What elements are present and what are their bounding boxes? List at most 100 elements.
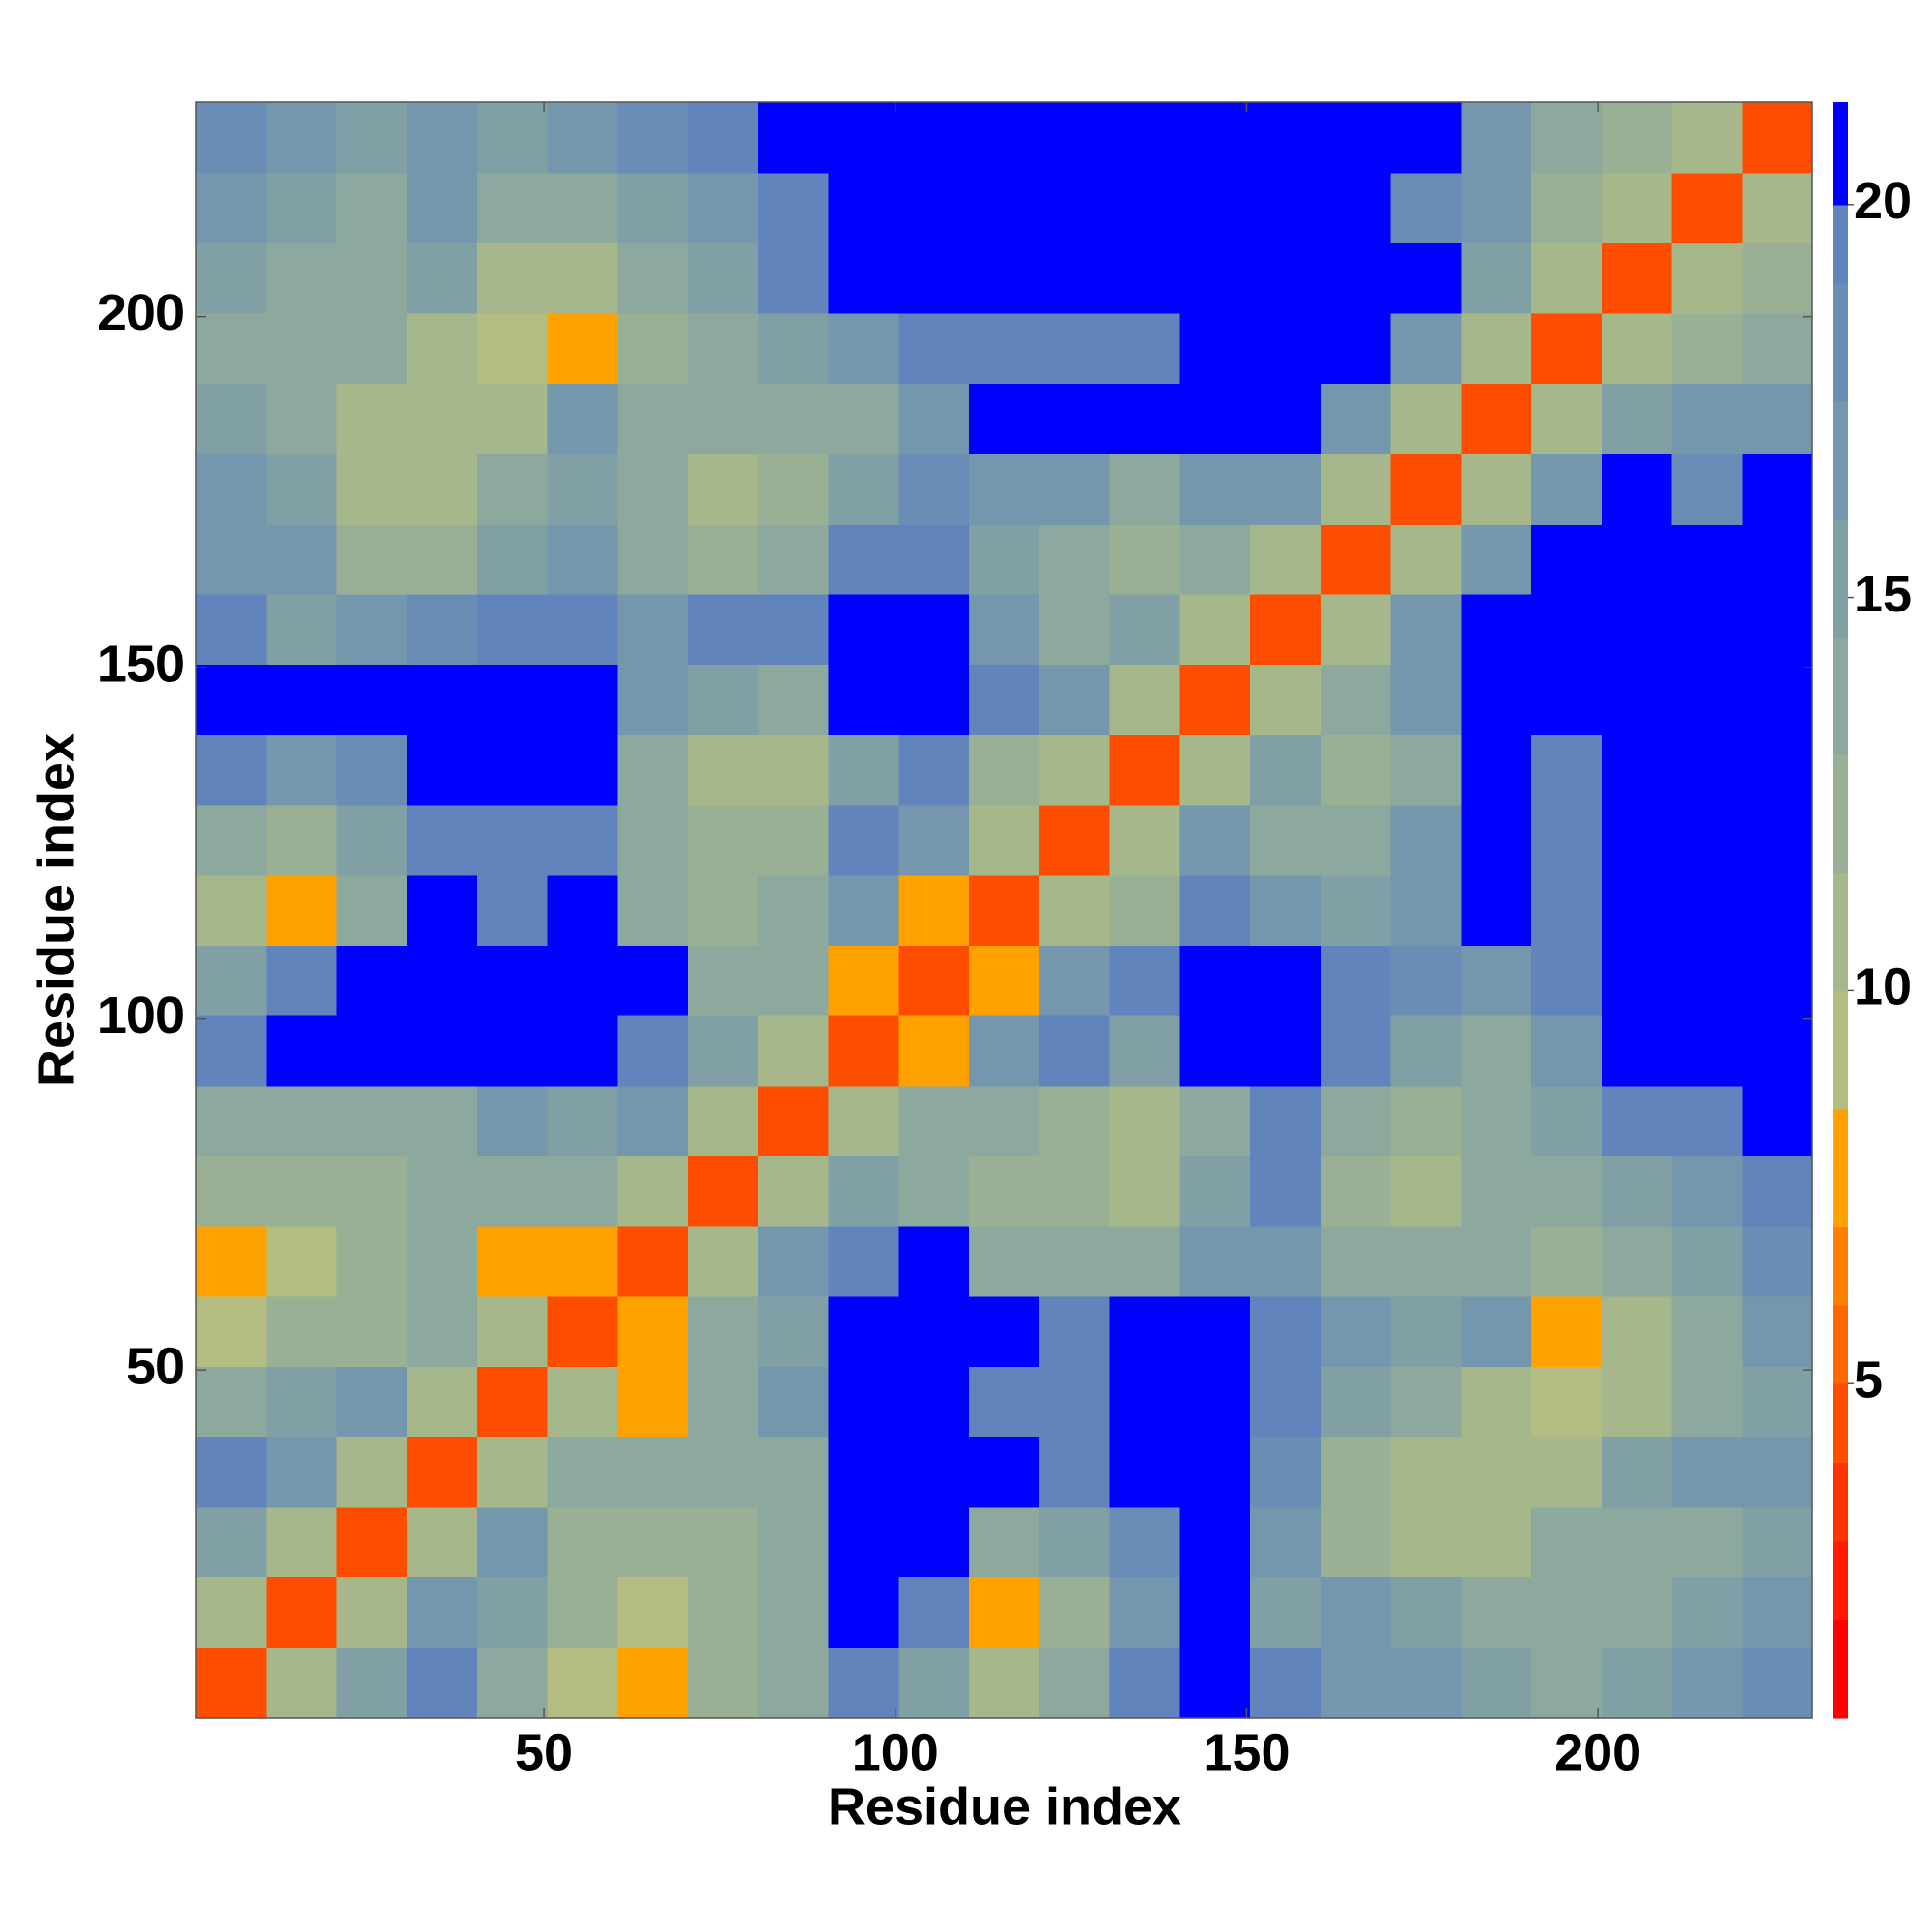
heatmap-cell [969,874,1040,946]
heatmap-cell [1109,734,1180,806]
heatmap-cell [196,1015,268,1087]
heatmap-cell [336,945,408,1016]
x-tick-label: 200 [1554,1723,1641,1781]
heatmap-cell [266,664,338,735]
heatmap-cell [1601,1366,1673,1437]
heatmap-cell [1742,1226,1813,1297]
heatmap-cell [617,1015,689,1087]
heatmap-cell [1320,242,1392,314]
heatmap-cell [969,1015,1040,1087]
heatmap-cell [1109,945,1180,1016]
heatmap-cell [898,383,970,455]
heatmap-cell [1179,1085,1251,1157]
heatmap-cell [1671,1085,1743,1157]
heatmap-cell [757,593,830,666]
heatmap-cell [1461,1015,1532,1087]
heatmap-cell [407,804,478,876]
heatmap-cell [828,1295,899,1368]
heatmap-cell [898,945,970,1016]
heatmap-cell [828,945,899,1016]
heatmap-cell [266,1015,338,1087]
heatmap-cell [1742,172,1813,243]
heatmap-cell [1531,1085,1603,1157]
heatmap-cell [1390,1366,1462,1437]
heatmap-cell [1601,1577,1673,1648]
heatmap-cell [1038,313,1111,384]
heatmap-cell [1250,804,1321,876]
axes: 50 100 150 200 50 100 150 200 5 10 15 20 [98,101,1912,1781]
heatmap-cell [1531,1577,1603,1648]
heatmap-cell [1179,945,1251,1016]
heatmap-cell [336,524,408,595]
colorbar-segment [1833,283,1848,402]
heatmap-cell [266,313,338,384]
heatmap-cell [1671,1647,1743,1719]
heatmap-cell [1179,1506,1251,1578]
heatmap-cell [1320,1577,1392,1648]
heatmap-cell [1742,1295,1813,1368]
heatmap-cell [1531,1295,1603,1368]
heatmap-cell [1038,1015,1111,1087]
x-tick-label: 50 [515,1723,573,1781]
heatmap-cell [1250,874,1321,946]
heatmap-cell [617,874,689,946]
heatmap-cell [969,804,1040,876]
heatmap-cell [1250,1506,1321,1578]
heatmap-cell [196,1366,268,1437]
heatmap-cell [407,1366,478,1437]
heatmap-cell [1109,1436,1180,1508]
heatmap-cell [1671,874,1743,946]
heatmap-cell [1461,945,1532,1016]
heatmap-cell [1038,1436,1111,1508]
heatmap-cell [688,1647,759,1719]
heatmap-cell [1320,1436,1392,1508]
heatmap-cell [898,1085,970,1157]
heatmap-cell [1038,383,1111,455]
heatmap-cell [196,874,268,946]
heatmap-cell [617,593,689,666]
heatmap-cell [266,524,338,595]
heatmap-cell [1531,804,1603,876]
heatmap-cell [828,1085,899,1157]
heatmap-cell [1461,1295,1532,1368]
heatmap-cell [1109,1506,1180,1578]
heatmap-cell [969,453,1040,525]
heatmap-cell [969,1506,1040,1578]
heatmap-cells [196,102,1813,1719]
heatmap-cell [1109,313,1180,384]
heatmap-cell [1531,734,1603,806]
heatmap-cell [547,1226,619,1297]
heatmap-cell [547,1647,619,1719]
heatmap-cell [547,1436,619,1508]
heatmap-cell [1461,804,1532,876]
heatmap-cell [547,664,619,735]
heatmap-cell [1742,593,1813,666]
heatmap-cell [196,1577,268,1648]
heatmap-cell [757,1577,830,1648]
heatmap-cell [336,1295,408,1368]
colorbar-segment [1833,1226,1848,1306]
heatmap-cell [757,1226,830,1297]
heatmap-cell [898,102,970,174]
heatmap-cell [969,1577,1040,1648]
heatmap-cell [196,664,268,735]
heatmap-cell [1179,734,1251,806]
heatmap-cell [1038,453,1111,525]
heatmap-cell [688,313,759,384]
heatmap-cell [196,1506,268,1578]
heatmap-cell [266,734,338,806]
heatmap-cell [1320,1155,1392,1227]
heatmap-cell [828,1577,899,1648]
heatmap-cell [336,242,408,314]
heatmap-cell [688,1577,759,1648]
colorbar-tick-label: 15 [1854,565,1912,623]
heatmap-cell [688,1295,759,1368]
heatmap-cell [1038,1085,1111,1157]
heatmap-cell [407,734,478,806]
heatmap-cell [266,242,338,314]
heatmap-cell [336,1085,408,1157]
heatmap-cell [757,1155,830,1227]
heatmap-cell [1038,242,1111,314]
heatmap-cell [1250,1577,1321,1648]
heatmap-cell [1109,1015,1180,1087]
